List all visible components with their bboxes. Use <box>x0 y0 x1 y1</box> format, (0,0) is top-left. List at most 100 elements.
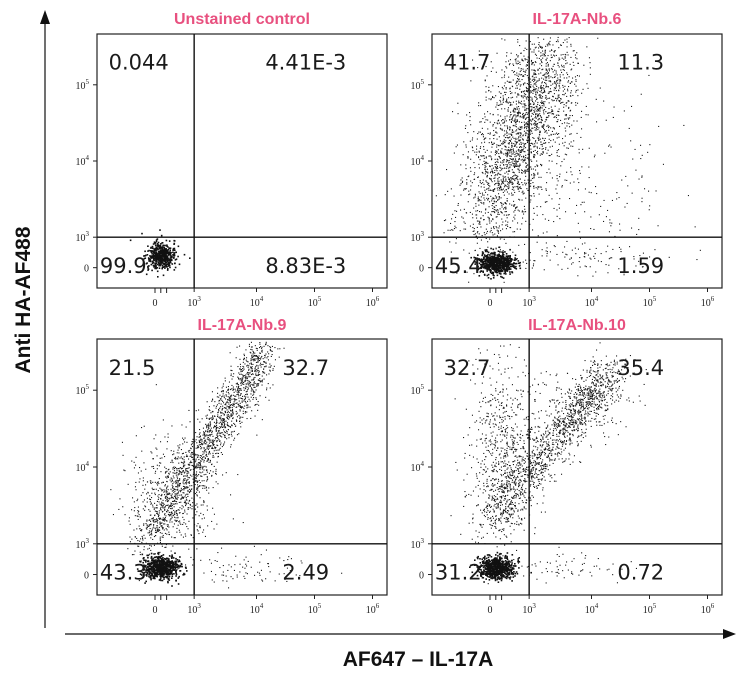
event-point <box>499 189 501 191</box>
event-point <box>472 217 474 219</box>
event-point <box>488 155 490 157</box>
event-point <box>523 115 525 117</box>
event-point <box>238 404 240 406</box>
event-point <box>510 97 512 99</box>
event-point <box>506 224 508 226</box>
event-point <box>152 575 154 577</box>
event-point <box>556 100 558 102</box>
event-point <box>522 106 524 108</box>
event-point <box>524 169 526 171</box>
event-point <box>495 71 497 73</box>
event-point <box>517 41 519 43</box>
event-point <box>207 439 209 441</box>
event-point <box>226 414 228 416</box>
event-point <box>492 114 494 116</box>
event-point <box>497 212 499 214</box>
event-point <box>149 501 151 503</box>
event-point <box>191 446 193 448</box>
event-point <box>162 244 164 247</box>
event-point <box>501 265 503 267</box>
event-point <box>180 563 183 566</box>
event-point <box>169 251 171 253</box>
event-point <box>573 64 575 66</box>
event-point <box>497 231 499 233</box>
event-point <box>585 252 587 254</box>
event-point <box>518 148 520 150</box>
event-point <box>529 92 531 94</box>
event-point <box>198 439 200 441</box>
event-point <box>562 69 564 71</box>
event-point <box>498 258 500 260</box>
event-point <box>164 569 166 571</box>
event-point <box>508 149 510 151</box>
event-point <box>175 573 178 576</box>
event-point <box>551 109 553 111</box>
event-point <box>163 557 166 560</box>
event-point <box>522 75 524 77</box>
event-point <box>575 80 577 82</box>
event-point <box>570 56 572 58</box>
event-point <box>512 101 514 103</box>
event-point <box>481 259 483 262</box>
event-point <box>175 575 177 577</box>
event-point <box>167 263 169 265</box>
event-point <box>569 126 571 128</box>
event-point <box>494 163 496 165</box>
event-point <box>498 272 501 275</box>
event-point <box>526 96 528 98</box>
event-point <box>553 116 555 118</box>
event-point <box>481 251 484 253</box>
event-point <box>496 146 498 148</box>
event-point <box>525 117 527 119</box>
event-point <box>149 576 151 579</box>
event-point <box>161 563 163 565</box>
event-point <box>253 355 255 357</box>
event-point <box>485 137 487 139</box>
event-point <box>234 395 236 397</box>
event-point <box>530 90 532 92</box>
event-point <box>492 268 494 270</box>
event-point <box>526 126 528 128</box>
event-point <box>493 211 495 213</box>
event-point <box>493 203 495 205</box>
event-point <box>486 174 488 176</box>
event-point <box>527 108 529 110</box>
event-point <box>493 206 495 208</box>
event-point <box>487 266 489 268</box>
event-point <box>590 228 592 230</box>
event-point <box>470 189 472 191</box>
event-point <box>208 440 210 442</box>
event-point <box>556 98 558 100</box>
event-point <box>516 141 518 143</box>
event-point <box>687 195 689 197</box>
event-point <box>559 100 561 102</box>
event-point <box>473 228 475 230</box>
event-point <box>518 150 520 152</box>
event-point <box>252 390 254 392</box>
event-point <box>535 140 537 142</box>
event-point <box>524 90 526 92</box>
event-point <box>500 150 502 152</box>
event-point <box>548 219 550 221</box>
event-point <box>530 166 532 168</box>
event-point <box>530 60 532 62</box>
event-point <box>567 147 569 149</box>
event-point <box>495 216 497 218</box>
event-point <box>485 191 487 193</box>
event-point <box>257 361 259 363</box>
event-point <box>485 208 487 210</box>
event-point <box>506 149 508 151</box>
event-point <box>531 79 533 81</box>
event-point <box>509 129 511 131</box>
event-point <box>235 383 237 385</box>
event-point <box>570 257 572 259</box>
event-point <box>466 183 468 185</box>
event-point <box>564 118 566 120</box>
event-point <box>496 138 498 140</box>
event-point <box>165 492 167 494</box>
event-point <box>543 269 545 271</box>
event-point <box>161 266 164 269</box>
event-point <box>178 575 180 578</box>
event-point <box>146 566 149 568</box>
